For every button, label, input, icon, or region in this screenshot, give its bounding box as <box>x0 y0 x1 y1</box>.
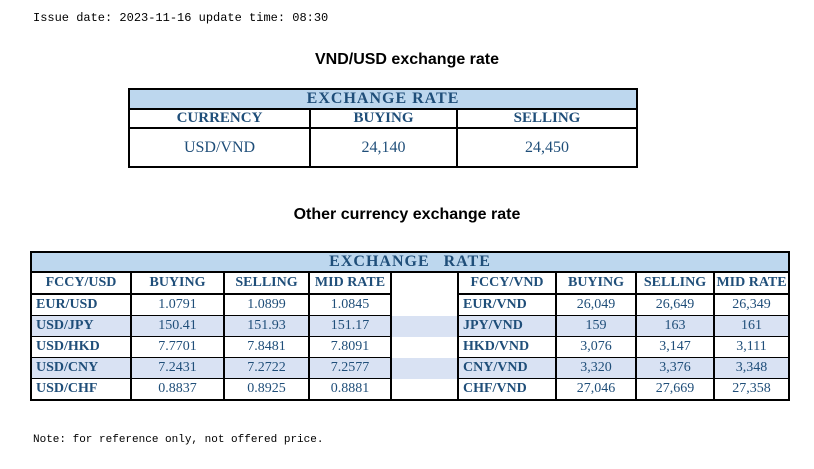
column-header-row: CURRENCY BUYING SELLING <box>128 108 639 129</box>
buying-rate-cell: 24,140 <box>309 127 458 168</box>
table-row: USD/VND 24,140 24,450 <box>128 127 639 168</box>
column-header-mid-rate: MID RATE <box>308 271 392 295</box>
table-row: USD/CHF 0.8837 0.8925 0.8881 CHF/VND 27,… <box>30 378 791 401</box>
currency-pair-cell: CNY/VND <box>457 357 557 379</box>
rate-cell: 0.8881 <box>308 378 392 401</box>
note-text: Note: for reference only, not offered pr… <box>33 434 324 446</box>
currency-pair-cell: USD/CNY <box>30 357 132 379</box>
rate-cell: 3,376 <box>635 357 715 379</box>
currency-pair-cell: CHF/VND <box>457 378 557 401</box>
rate-cell: 163 <box>635 315 715 337</box>
other-table-title: Other currency exchange rate <box>293 206 521 223</box>
table-row: USD/CNY 7.2431 7.2722 7.2577 CNY/VND 3,3… <box>30 357 791 379</box>
rate-cell: 3,320 <box>555 357 637 379</box>
rate-cell: 1.0791 <box>130 293 225 316</box>
currency-pair-cell: JPY/VND <box>457 315 557 337</box>
rate-cell: 151.93 <box>223 315 310 337</box>
rate-cell: 7.2722 <box>223 357 310 379</box>
exchange-rate-banner: EXCHANGE RATE <box>29 251 791 273</box>
rate-cell: 3,348 <box>712 357 791 379</box>
column-header-buying: BUYING <box>130 271 225 295</box>
rate-cell: 26,349 <box>712 293 791 316</box>
other-exchange-table: EXCHANGE RATE FCCY/USD BUYING SELLING MI… <box>29 251 791 401</box>
currency-pair-cell: EUR/USD <box>30 293 132 316</box>
column-header-buying: BUYING <box>309 108 458 129</box>
rate-cell: 0.8837 <box>130 378 225 401</box>
currency-pair-cell: USD/JPY <box>30 315 132 337</box>
rate-cell: 27,046 <box>555 378 637 401</box>
rate-cell: 151.17 <box>308 315 392 337</box>
column-header-buying: BUYING <box>555 271 637 295</box>
currency-cell: USD/VND <box>128 127 311 168</box>
selling-rate-cell: 24,450 <box>455 127 639 168</box>
column-header-fccy-usd: FCCY/USD <box>30 271 132 295</box>
currency-pair-cell: USD/CHF <box>30 378 132 401</box>
rate-cell: 7.2577 <box>308 357 392 379</box>
rate-cell: 3,111 <box>712 336 791 358</box>
usd-table-title: VND/USD exchange rate <box>314 51 500 68</box>
rate-cell: 159 <box>555 315 637 337</box>
column-header-fccy-vnd: FCCY/VND <box>457 271 557 295</box>
exchange-rate-banner: EXCHANGE RATE <box>127 88 639 110</box>
rate-cell: 27,669 <box>635 378 715 401</box>
table-row: USD/JPY 150.41 151.93 151.17 JPY/VND 159… <box>30 315 791 337</box>
rate-cell: 1.0899 <box>223 293 310 316</box>
issue-date-text: Issue date: 2023-11-16 update time: 08:3… <box>33 11 329 25</box>
gap-spacer <box>390 336 459 358</box>
table-row: EUR/USD 1.0791 1.0899 1.0845 EUR/VND 26,… <box>30 293 791 316</box>
rate-cell: 150.41 <box>130 315 225 337</box>
column-header-currency: CURRENCY <box>128 108 311 129</box>
rate-cell: 3,076 <box>555 336 637 358</box>
rate-cell: 7.8091 <box>308 336 392 358</box>
rate-cell: 3,147 <box>635 336 715 358</box>
rate-cell: 0.8925 <box>223 378 310 401</box>
column-header-selling: SELLING <box>455 108 639 129</box>
currency-pair-cell: HKD/VND <box>457 336 557 358</box>
rate-cell: 1.0845 <box>308 293 392 316</box>
rate-cell: 26,049 <box>555 293 637 316</box>
rate-cell: 7.8481 <box>223 336 310 358</box>
currency-pair-cell: EUR/VND <box>457 293 557 316</box>
gap-spacer <box>390 378 459 400</box>
column-header-selling: SELLING <box>223 271 310 295</box>
gap-spacer <box>390 357 459 379</box>
currency-pair-cell: USD/HKD <box>30 336 132 358</box>
column-header-selling: SELLING <box>635 271 715 295</box>
rate-cell: 161 <box>712 315 791 337</box>
gap-spacer <box>390 315 459 337</box>
rate-cell: 26,649 <box>635 293 715 316</box>
table-row: USD/HKD 7.7701 7.8481 7.8091 HKD/VND 3,0… <box>30 336 791 358</box>
rate-cell: 7.7701 <box>130 336 225 358</box>
column-header-row: FCCY/USD BUYING SELLING MID RATE FCCY/VN… <box>30 271 791 295</box>
column-header-mid-rate: MID RATE <box>712 271 791 295</box>
usd-exchange-table: EXCHANGE RATE CURRENCY BUYING SELLING US… <box>127 88 639 168</box>
rate-cell: 27,358 <box>712 378 791 401</box>
gap-spacer <box>390 294 459 316</box>
gap-spacer <box>390 272 459 294</box>
table-banner-row: EXCHANGE RATE <box>127 88 639 110</box>
table-banner-row: EXCHANGE RATE <box>29 251 791 273</box>
rate-cell: 7.2431 <box>130 357 225 379</box>
